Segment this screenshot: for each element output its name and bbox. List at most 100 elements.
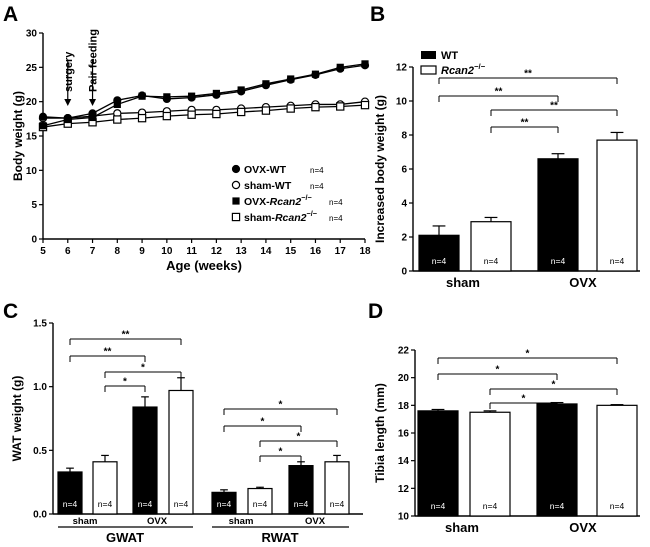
data-point-ovx-rcan2	[232, 197, 240, 205]
x-tick-label: 13	[236, 246, 248, 257]
legend-label-rcan2-italic: Rcan2	[441, 65, 474, 77]
y-tick-label: 14	[398, 456, 410, 467]
data-point-sham-rcan2	[311, 102, 320, 112]
data-point-ovx-rcan2	[163, 93, 171, 101]
n-label: n=4	[63, 499, 78, 509]
y-axis-title: Tibia length (mm)	[373, 383, 387, 483]
legend-n: n=4	[310, 166, 324, 175]
n-label: n=4	[98, 499, 113, 509]
data-point-sham-rcan2	[360, 100, 370, 110]
significance-label: **	[521, 118, 529, 129]
bar-OVX-rcan2	[596, 404, 638, 517]
legend-label-rcan2-sup: −/−	[474, 62, 486, 71]
significance-label: *	[279, 400, 283, 411]
y-tick-label: 8	[401, 131, 407, 142]
y-tick-label: 22	[398, 346, 410, 357]
data-point-ovx-rcan2	[113, 100, 121, 109]
panel-label-B: B	[370, 3, 385, 26]
legend-label-rcan2: Rcan2−/−	[441, 62, 486, 77]
bar-OVX-wt	[288, 465, 314, 515]
subgroup-label-ovx: OVX	[147, 516, 168, 527]
x-tick-label: 12	[211, 246, 223, 257]
y-tick-label: 12	[396, 63, 408, 74]
legend-label-text: sham-WT	[244, 180, 292, 192]
y-tick-label: 30	[26, 29, 38, 40]
legend-swatch-wt	[421, 51, 436, 59]
significance-label: *	[141, 363, 145, 374]
bar-OVX-rcan2	[168, 389, 194, 515]
data-point-ovx-rcan2	[311, 70, 320, 78]
y-tick-label: 10	[396, 97, 408, 108]
subgroup-label-sham: sham	[229, 516, 254, 527]
significance-label: *	[496, 365, 500, 376]
legend-label: OVX-WT	[244, 164, 287, 176]
bar-OVX-wt	[536, 403, 578, 517]
significance-label: **	[122, 330, 130, 341]
y-tick-label: 4	[401, 199, 407, 210]
bar-OVX-rcan2	[596, 139, 638, 272]
x-tick-label: 5	[40, 246, 46, 257]
data-point-sham-rcan2	[336, 102, 345, 111]
y-tick-label: 18	[398, 401, 410, 412]
legend-n: n=4	[329, 214, 343, 223]
n-label: n=4	[330, 499, 345, 509]
y-tick-label: 5	[31, 200, 37, 211]
data-point-sham-rcan2	[187, 110, 196, 119]
x-tick-label: 16	[310, 246, 322, 257]
data-point-ovx-wt	[231, 164, 241, 174]
bar-sham-rcan2	[469, 411, 511, 517]
data-point-sham-rcan2	[236, 107, 246, 117]
n-label: n=4	[483, 501, 498, 511]
bar-sham-wt	[57, 471, 83, 515]
group-label-ovx: OVX	[569, 520, 597, 535]
y-tick-label: 20	[26, 97, 38, 108]
legend-label-text: OVX-	[244, 196, 270, 208]
legend-label-text: sham-	[244, 212, 275, 224]
panel-label-D: D	[368, 300, 383, 323]
legend-label: sham-Rcan2−/−	[244, 209, 317, 224]
panel-b-chart: 0 2 4 6 8 10 12 Increased body weight (g) n=4 n=4…	[373, 50, 640, 290]
panel-label-A: A	[3, 3, 18, 26]
panel-c-chart: 0.0 0.5 1.0 1.5 WAT weight (g) n=4 n=4 n=4 n=4 n=…	[10, 319, 363, 545]
tissue-label-rwat: RWAT	[261, 530, 298, 545]
n-label: n=4	[431, 501, 446, 511]
y-axis-title: WAT weight (g)	[10, 376, 24, 462]
data-point-ovx-rcan2	[237, 86, 245, 94]
y-tick-label: 15	[26, 132, 38, 143]
data-point-sham-rcan2	[212, 109, 221, 119]
significance-label: *	[123, 377, 127, 388]
panel-label-C: C	[3, 300, 18, 323]
group-label-ovx: OVX	[569, 275, 597, 290]
bar-OVX-rcan2	[324, 461, 350, 515]
annotation-surgery: surgery	[63, 51, 75, 92]
data-point-sham-rcan2	[113, 115, 122, 124]
legend-label-sup: −/−	[306, 209, 317, 218]
y-axis-title: Increased body weight (g)	[373, 95, 387, 243]
n-label: n=4	[610, 256, 625, 266]
x-axis-title: Age (weeks)	[166, 258, 242, 273]
y-tick-label: 0	[31, 235, 37, 246]
legend-label-wt: WT	[441, 50, 458, 62]
significance-label: *	[522, 394, 526, 405]
y-tick-label: 12	[398, 484, 410, 495]
data-point-ovx-rcan2	[212, 89, 220, 98]
bar-sham-wt	[418, 234, 460, 272]
y-tick-label: 16	[398, 429, 410, 440]
legend-label: OVX-Rcan2−/−	[244, 193, 312, 208]
legend-label-text: OVX-WT	[244, 164, 287, 176]
x-tick-label: 9	[139, 246, 145, 257]
panel-d-chart: 10 12 14 16 18 20 22 Tibia length (mm) n=4 n=4 n=4…	[373, 346, 640, 535]
y-tick-label: 20	[398, 373, 410, 384]
annotation-pair-feeding: Pair feeding	[88, 29, 100, 92]
n-label: n=4	[174, 499, 189, 509]
data-point-ovx-rcan2	[39, 122, 47, 130]
x-tick-label: 17	[335, 246, 347, 257]
n-label: n=4	[610, 501, 625, 511]
y-tick-label: 1.0	[33, 382, 47, 393]
y-tick-label: 6	[401, 165, 407, 176]
data-point-ovx-rcan2	[188, 92, 196, 100]
legend-n: n=4	[310, 182, 324, 191]
bar-sham-wt	[417, 410, 459, 517]
tissue-label-gwat: GWAT	[106, 530, 144, 545]
data-point-sham-rcan2	[162, 111, 172, 121]
